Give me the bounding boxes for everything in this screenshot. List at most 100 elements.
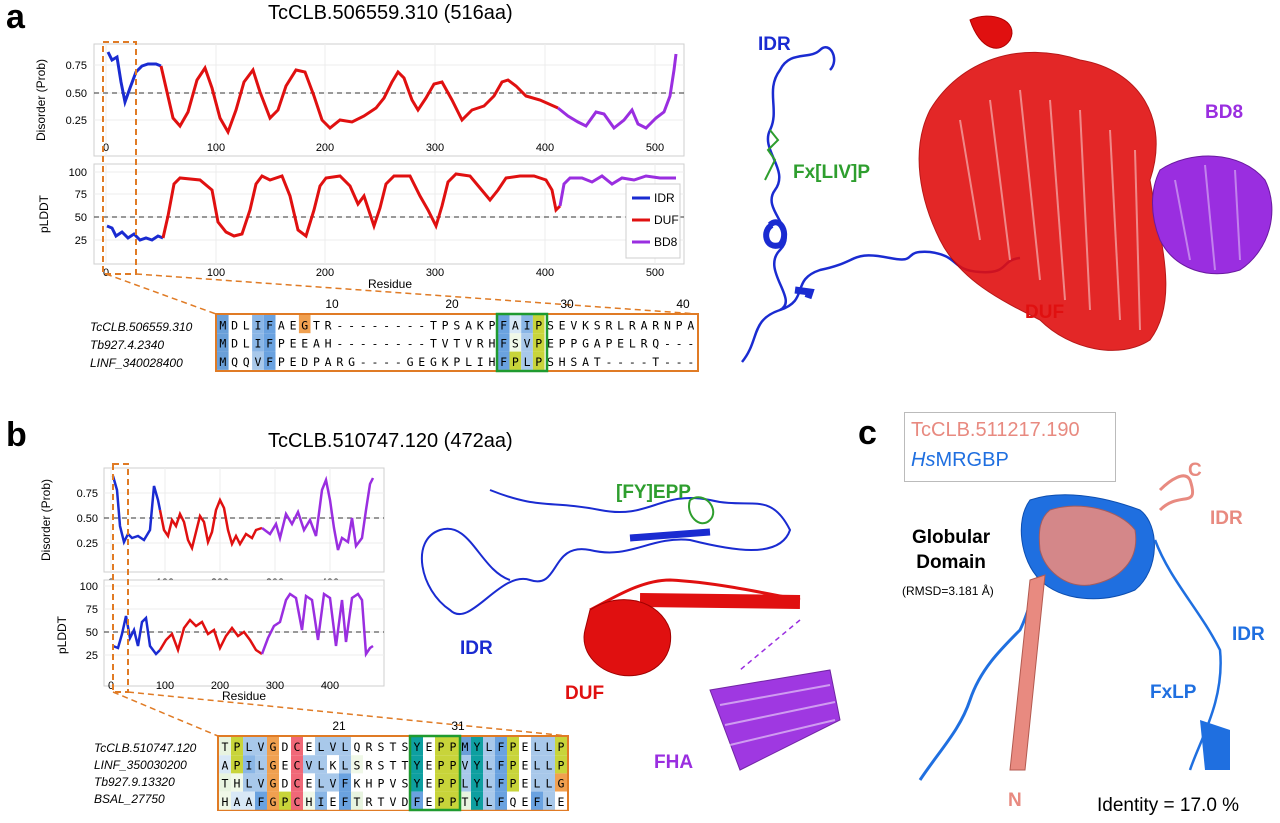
alignment-cell xyxy=(275,333,288,352)
alignment-residue: - xyxy=(418,337,425,351)
alignment-residue: H xyxy=(559,355,566,369)
duf-helices-a xyxy=(918,15,1167,351)
alignment-cell xyxy=(649,315,662,334)
disorder-xtick-a-4: 400 xyxy=(536,142,554,154)
alignment-residue: P xyxy=(450,777,457,791)
alignment-cell xyxy=(363,791,375,810)
alignment-cell xyxy=(255,791,267,810)
alignment-cell xyxy=(327,737,339,756)
alignment-residue: E xyxy=(559,318,566,332)
alignment-residue: E xyxy=(290,337,297,351)
alignment-cell xyxy=(327,755,339,774)
alignment-residue: Y xyxy=(414,758,421,772)
alignment-residue: T xyxy=(222,777,229,791)
panel-b-title: TcCLB.510747.120 (472aa) xyxy=(268,430,513,452)
alignment-residue: I xyxy=(318,795,325,809)
alignment-cell xyxy=(322,333,334,352)
disorder-curve-bd8-a xyxy=(557,53,678,131)
alignment-residue: F xyxy=(498,795,505,809)
alignment-residue: A xyxy=(582,355,589,369)
alignment-residue: - xyxy=(664,337,671,351)
alignment-cell xyxy=(243,791,255,810)
alignment-cell xyxy=(351,791,363,810)
alignment-residue: Y xyxy=(474,758,481,772)
motif-label-b: [FY]EPP xyxy=(616,482,691,503)
alignment-cell xyxy=(447,773,459,792)
alignment-residue: L xyxy=(629,337,636,351)
alignment-residue: V xyxy=(306,758,313,772)
alignment-residue: F xyxy=(258,795,265,809)
alignment-residue: A xyxy=(512,318,519,332)
alignment-cell xyxy=(231,773,243,792)
alignment-cell xyxy=(423,791,435,810)
alignment-cell xyxy=(471,755,483,774)
alignment-residue: D xyxy=(231,337,238,351)
legend-idr-label: IDR xyxy=(654,191,675,205)
alignment-residue: E xyxy=(282,758,289,772)
panel-c-structure xyxy=(918,474,1230,781)
alignment-cell xyxy=(591,333,604,352)
alignment-cell xyxy=(462,315,475,334)
alignment-cell xyxy=(614,315,627,334)
plddt-xtick-a-5: 500 xyxy=(646,267,664,279)
alignment-residue: L xyxy=(486,740,493,754)
alignment-residue: L xyxy=(318,758,325,772)
alignment-cell xyxy=(497,315,510,334)
alignment-cell xyxy=(661,315,674,334)
alignment-cell xyxy=(568,315,580,334)
alignment-residue: F xyxy=(500,355,507,369)
aln-a-name-0: TcCLB.506559.310 xyxy=(90,320,193,334)
alignment-cell xyxy=(579,315,592,334)
alignment-residue: G xyxy=(270,795,277,809)
plddt-ytick-a-0: 100 xyxy=(69,167,87,179)
alignment-cell xyxy=(447,737,459,756)
alignment-cell xyxy=(556,315,568,334)
alignment-cell xyxy=(291,791,303,810)
aln-a-pos-2: 30 xyxy=(560,297,574,311)
alignment-residue: G xyxy=(582,337,589,351)
alignment-cell xyxy=(243,737,255,756)
alignment-cell xyxy=(507,755,519,774)
alignment-residue: R xyxy=(366,740,373,754)
alignment-residue: - xyxy=(687,337,694,351)
alignment-cell xyxy=(439,333,451,352)
alignment-residue: S xyxy=(378,740,385,754)
alignment-cell xyxy=(291,737,303,756)
alignment-cell xyxy=(322,351,334,370)
alignment-residue: A xyxy=(594,337,601,351)
alignment-residue: L xyxy=(318,777,325,791)
alignment-residue: R xyxy=(629,318,636,332)
alignment-residue: T xyxy=(430,318,437,332)
alignment-residue: Y xyxy=(474,795,481,809)
legend-c-hs: HsMRGBP xyxy=(911,449,1009,471)
plddt-ytick-b-3: 25 xyxy=(86,650,98,662)
alignment-cell xyxy=(345,315,358,334)
alignment-cell xyxy=(435,755,447,774)
alignment-residue: P xyxy=(438,777,445,791)
alignment-residue: P xyxy=(535,318,542,332)
alignment-cell xyxy=(303,755,315,774)
alignment-residue: V xyxy=(390,777,397,791)
disorder-xtick-a-3: 300 xyxy=(426,142,444,154)
alignment-residue: - xyxy=(676,337,683,351)
disorder-plot-frame-a xyxy=(93,43,685,157)
alignment-residue: E xyxy=(522,777,529,791)
alignment-cell xyxy=(228,315,241,334)
alignment-residue: E xyxy=(330,795,337,809)
alignment-residue: R xyxy=(366,795,373,809)
alignment-cell xyxy=(543,737,555,756)
motif-box-b xyxy=(408,734,462,812)
alignment-residue: P xyxy=(450,740,457,754)
alignment-residue: P xyxy=(450,795,457,809)
alignment-cell xyxy=(275,315,288,334)
alignment-residue: T xyxy=(594,355,601,369)
alignment-cell xyxy=(603,333,615,352)
alignment-cell xyxy=(267,791,279,810)
alignment-residue: G xyxy=(270,740,277,754)
alignment-residue: P xyxy=(438,758,445,772)
plddt-xtick-b-1: 100 xyxy=(156,680,174,692)
alignment-cell xyxy=(375,737,387,756)
alignment-residue: A xyxy=(222,758,229,772)
alignment-residue: C xyxy=(294,740,301,754)
alignment-cell xyxy=(351,755,363,774)
